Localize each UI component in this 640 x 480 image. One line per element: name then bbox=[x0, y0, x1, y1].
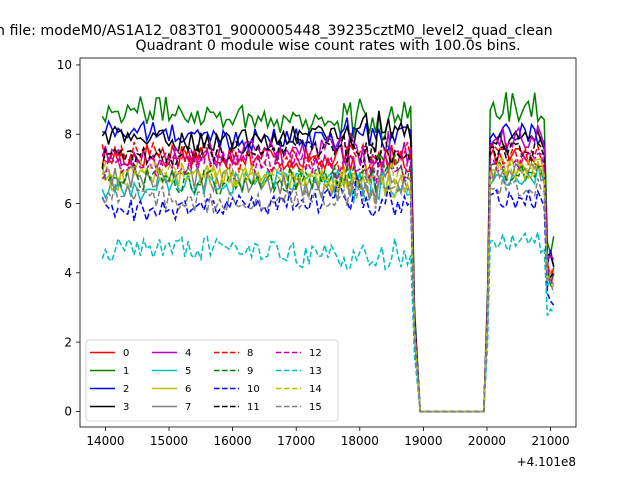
series-line-15 bbox=[101, 174, 555, 413]
legend-label-12: 12 bbox=[309, 348, 322, 359]
y-axis: 0 2 4 6 8 10 bbox=[57, 58, 80, 419]
legend-label-0: 0 bbox=[123, 348, 129, 359]
y-tick-label: 10 bbox=[57, 58, 72, 72]
legend-label-4: 4 bbox=[185, 348, 191, 359]
y-tick-label: 8 bbox=[64, 128, 72, 142]
y-tick-label: 4 bbox=[64, 266, 72, 280]
legend-label-6: 6 bbox=[185, 384, 191, 395]
legend-label-10: 10 bbox=[247, 384, 260, 395]
x-offset-label: +4.101e8 bbox=[517, 455, 576, 469]
legend-label-11: 11 bbox=[247, 402, 260, 413]
y-tick-label: 6 bbox=[64, 197, 72, 211]
series-layer bbox=[101, 92, 555, 413]
legend-label-1: 1 bbox=[123, 366, 129, 377]
x-tick-label: 14000 bbox=[86, 434, 124, 448]
legend-label-13: 13 bbox=[309, 366, 322, 377]
legend-label-15: 15 bbox=[309, 402, 322, 413]
x-tick-label: 17000 bbox=[277, 434, 315, 448]
x-tick-label: 18000 bbox=[341, 434, 379, 448]
x-tick-label: 20000 bbox=[468, 434, 506, 448]
chart-title: Quadrant 0 module wise count rates with … bbox=[135, 38, 520, 54]
legend-label-14: 14 bbox=[309, 384, 322, 395]
legend-label-9: 9 bbox=[247, 366, 253, 377]
legend-frame bbox=[85, 339, 339, 422]
x-tick-label: 16000 bbox=[214, 434, 252, 448]
legend-label-8: 8 bbox=[247, 348, 253, 359]
x-tick-label: 15000 bbox=[150, 434, 188, 448]
legend-label-5: 5 bbox=[185, 366, 191, 377]
legend-label-3: 3 bbox=[123, 402, 129, 413]
y-tick-label: 0 bbox=[64, 405, 72, 419]
series-line-13 bbox=[101, 231, 555, 413]
legend-label-7: 7 bbox=[185, 402, 191, 413]
plot-frame bbox=[79, 57, 577, 428]
legend-label-2: 2 bbox=[123, 384, 129, 395]
figure-suptitle: n file: modeM0/AS1A12_083T01_9000005448_… bbox=[0, 23, 553, 39]
x-tick-label: 19000 bbox=[404, 434, 442, 448]
x-axis: 14000 15000 16000 17000 18000 19000 20000 21000 bbox=[86, 427, 570, 448]
y-tick-label: 2 bbox=[64, 335, 72, 349]
series-line-14 bbox=[101, 157, 555, 413]
x-tick-label: 21000 bbox=[531, 434, 569, 448]
